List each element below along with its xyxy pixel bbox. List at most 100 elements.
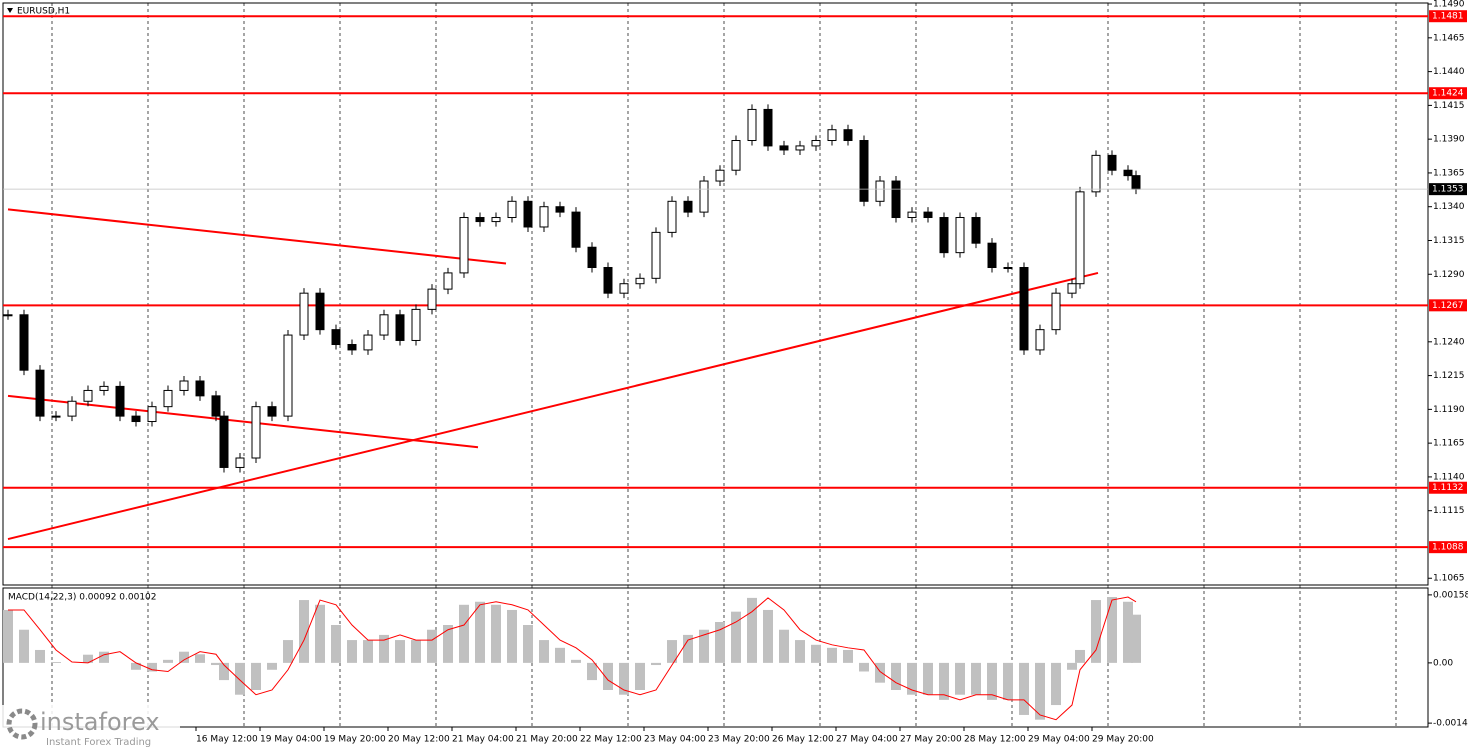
y-tick-label: 1.1390 bbox=[1433, 135, 1465, 145]
candle bbox=[219, 415, 229, 468]
menu-arrow bbox=[7, 8, 13, 13]
candle bbox=[491, 217, 501, 223]
y-tick-label: 1.1165 bbox=[1433, 439, 1465, 449]
macd-bar bbox=[891, 662, 901, 690]
candle bbox=[1019, 267, 1029, 351]
macd-bar bbox=[1107, 597, 1117, 663]
macd-bar bbox=[939, 662, 949, 700]
candle bbox=[1051, 292, 1061, 331]
y-tick-label: 1.1465 bbox=[1433, 33, 1465, 43]
candle bbox=[555, 206, 565, 213]
level-label-bg bbox=[1429, 87, 1467, 100]
trendline bbox=[7, 208, 507, 265]
macd-bar bbox=[83, 654, 93, 663]
y-tick-label: 1.1290 bbox=[1433, 270, 1465, 280]
x-tick-label: 28 May 12:00 bbox=[964, 735, 1026, 745]
candle bbox=[779, 145, 789, 151]
watermark: instaforex Instant Forex Trading bbox=[0, 705, 180, 750]
candle bbox=[955, 217, 965, 254]
macd-bar bbox=[1123, 601, 1133, 663]
candle bbox=[3, 314, 13, 317]
macd-bar bbox=[843, 649, 853, 663]
x-tick-label: 22 May 12:00 bbox=[580, 735, 642, 745]
macd-bar bbox=[1051, 662, 1061, 706]
candle bbox=[1075, 191, 1085, 285]
candle bbox=[891, 180, 901, 219]
candle bbox=[251, 406, 261, 459]
macd-bar bbox=[427, 629, 437, 663]
macd-bar bbox=[147, 662, 157, 672]
candle bbox=[299, 292, 309, 336]
macd-bar bbox=[443, 625, 453, 663]
y-tick-label: 1.1140 bbox=[1433, 472, 1465, 482]
x-tick-label: 20 May 12:00 bbox=[388, 735, 450, 745]
candle bbox=[267, 406, 277, 417]
macd-bar bbox=[99, 651, 109, 663]
macd-bar bbox=[1003, 662, 1013, 700]
candle bbox=[987, 242, 997, 269]
y-tick-label: 1.1065 bbox=[1433, 574, 1465, 584]
macd-bar bbox=[1075, 649, 1085, 663]
macd-bar bbox=[699, 629, 709, 663]
macd-bar bbox=[219, 662, 229, 681]
x-tick-label: 27 May 04:00 bbox=[836, 735, 898, 745]
macd-bar bbox=[779, 629, 789, 663]
x-tick-label: 26 May 12:00 bbox=[772, 735, 834, 745]
macd-bar bbox=[603, 662, 613, 690]
candle bbox=[475, 217, 485, 223]
candle bbox=[115, 385, 125, 417]
x-tick-label: 19 May 04:00 bbox=[260, 735, 322, 745]
macd-bar bbox=[1091, 600, 1101, 663]
candle bbox=[587, 246, 597, 269]
candle bbox=[523, 200, 533, 228]
candle bbox=[235, 457, 245, 468]
macd-title: MACD(14,22,3) 0.00092 0.00102 bbox=[8, 593, 157, 603]
macd-bar bbox=[635, 662, 645, 690]
macd-bar bbox=[411, 640, 421, 663]
candle bbox=[795, 145, 805, 151]
macd-bar bbox=[827, 647, 837, 663]
candle bbox=[1067, 283, 1077, 294]
macd-bar bbox=[491, 604, 501, 663]
macd-bar bbox=[363, 640, 373, 663]
day-separators bbox=[51, 3, 1397, 727]
level-label-bg bbox=[1429, 10, 1467, 23]
candle bbox=[379, 314, 389, 336]
macd-bar bbox=[315, 604, 325, 663]
macd-bar bbox=[539, 640, 549, 663]
y-tick-label: 1.1215 bbox=[1433, 371, 1465, 381]
macd-bar bbox=[859, 662, 869, 672]
macd-bar bbox=[195, 654, 205, 663]
x-tick-label: 29 May 04:00 bbox=[1028, 735, 1090, 745]
y-tick-label: 1.1240 bbox=[1433, 337, 1465, 347]
candle bbox=[731, 140, 741, 171]
level-label: 1.1267 bbox=[1432, 301, 1464, 311]
candle bbox=[147, 406, 157, 423]
candle bbox=[699, 180, 709, 213]
trendline bbox=[7, 271, 1099, 541]
x-tick-label: 16 May 12:00 bbox=[196, 735, 258, 745]
macd-bar bbox=[283, 640, 293, 663]
macd-bar bbox=[331, 625, 341, 663]
candle bbox=[163, 389, 173, 408]
x-tick-label: 19 May 20:00 bbox=[324, 735, 386, 745]
macd-bar bbox=[395, 640, 405, 663]
macd-bar bbox=[923, 662, 933, 695]
candle bbox=[19, 314, 29, 371]
candle bbox=[283, 334, 293, 417]
candle bbox=[35, 369, 45, 417]
candle bbox=[195, 380, 205, 397]
candle bbox=[411, 308, 421, 341]
candle bbox=[907, 211, 917, 219]
candle bbox=[747, 108, 757, 142]
x-tick-label: 27 May 20:00 bbox=[900, 735, 962, 745]
watermark-tagline: Instant Forex Trading bbox=[46, 737, 151, 748]
y-tick-label: 1.1340 bbox=[1433, 202, 1465, 212]
candle bbox=[1123, 169, 1133, 177]
candle bbox=[939, 217, 949, 254]
level-label: 1.1132 bbox=[1432, 483, 1464, 493]
candle bbox=[923, 211, 933, 219]
macd-bar bbox=[955, 662, 965, 695]
x-tick-label: 23 May 04:00 bbox=[644, 735, 706, 745]
